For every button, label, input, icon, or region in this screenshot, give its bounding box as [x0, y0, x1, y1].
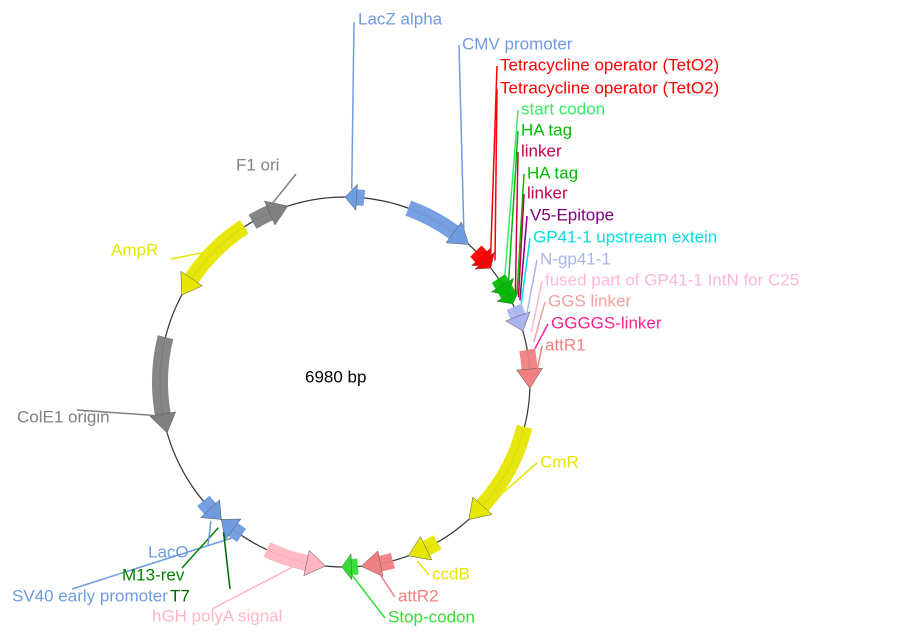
feature-arc [356, 189, 366, 206]
feature-label: AmpR [111, 240, 158, 259]
leader-line [272, 173, 297, 204]
leader-line [350, 21, 355, 190]
feature-arrowhead [407, 536, 433, 561]
feature-arc [519, 348, 538, 370]
leader-line [502, 462, 538, 494]
feature-arrowhead [468, 496, 493, 520]
leader-line [514, 151, 519, 292]
feature-label: attR1 [545, 335, 586, 354]
feature-label: ColE1 origin [17, 407, 110, 426]
leader-line [507, 130, 519, 280]
leader-line [207, 520, 212, 546]
feature-label: V5-Epitope [530, 205, 614, 224]
feature-label: GGGGS-linker [551, 313, 662, 332]
leader-line [517, 193, 525, 298]
feature-arc [491, 274, 510, 290]
feature-arc [263, 542, 309, 571]
leader-line [351, 574, 386, 619]
feature-label: Tetracycline operator (TetO2) [500, 78, 719, 97]
feature-label: N-gp41-1 [540, 249, 611, 268]
leader-line [458, 44, 465, 230]
feature-arc [474, 250, 491, 266]
feature-arc [152, 335, 174, 416]
leader-line [504, 109, 519, 275]
leader-line [534, 323, 549, 349]
feature-arrowhead [516, 367, 543, 389]
feature-label: SV40 early promoter [12, 586, 168, 605]
feature-label: CmR [540, 452, 579, 471]
feature-arc [378, 552, 395, 572]
leader-line [494, 88, 498, 261]
feature-arc [405, 200, 459, 239]
feature-arc [498, 285, 516, 299]
feature-label: CMV promoter [462, 34, 573, 53]
leader-line [222, 531, 231, 590]
feature-arrowhead [303, 549, 327, 577]
feature-label: hGH polyA signal [152, 606, 282, 625]
feature-label: F1 ori [236, 155, 279, 174]
feature-label: HA tag [527, 163, 578, 182]
feature-arc [184, 220, 249, 284]
leader-line [211, 566, 293, 610]
feature-arrowhead [360, 550, 384, 577]
leader-line [520, 237, 531, 304]
plasmid-size: 6980 bp [305, 367, 366, 386]
feature-label: GP41-1 upstream extein [533, 227, 717, 246]
feature-arrowhead [496, 288, 521, 305]
feature-label: T7 [170, 586, 190, 605]
feature-arrowhead [505, 311, 531, 332]
feature-arc [506, 303, 526, 320]
feature-arc [476, 424, 533, 512]
leader-line [76, 409, 155, 417]
feature-arrowhead [149, 411, 177, 434]
feature-arc [197, 495, 217, 515]
feature-arc [248, 205, 274, 229]
feature-arrowhead [220, 518, 242, 541]
feature-arc [228, 522, 247, 543]
feature-arrowhead [180, 270, 203, 296]
leader-line [170, 252, 202, 260]
feature-label: LacO [148, 542, 189, 561]
feature-label: Stop-codon [388, 607, 475, 626]
leader-line [530, 280, 543, 333]
feature-arrowhead [341, 553, 353, 581]
feature-arrowhead [474, 251, 495, 270]
feature-label: start codon [521, 99, 605, 118]
leader-line [71, 537, 232, 590]
leader-line [519, 215, 528, 301]
leader-line [181, 527, 219, 569]
feature-label: Tetracycline operator (TetO2) [500, 55, 719, 74]
feature-arc [422, 535, 442, 556]
feature-label: GGS linker [548, 291, 631, 310]
feature-label: M13-rev [122, 565, 185, 584]
feature-arrowhead [200, 499, 222, 520]
feature-label: linker [521, 141, 562, 160]
feature-label: ccdB [432, 564, 470, 583]
feature-arrowhead [344, 183, 358, 211]
feature-label: attR2 [398, 586, 439, 605]
leader-line [516, 173, 525, 295]
leader-line [489, 65, 498, 256]
feature-arrowhead [264, 200, 289, 226]
leader-line [533, 301, 546, 343]
feature-label: linker [527, 183, 568, 202]
leader-line [536, 345, 543, 369]
feature-label: fused part of GP41-1 IntN for C25 [545, 270, 799, 289]
leader-line [416, 560, 430, 576]
leader-line [525, 259, 538, 317]
leader-line [377, 571, 396, 598]
feature-label: LacZ alpha [358, 9, 443, 28]
feature-label: HA tag [521, 120, 572, 139]
